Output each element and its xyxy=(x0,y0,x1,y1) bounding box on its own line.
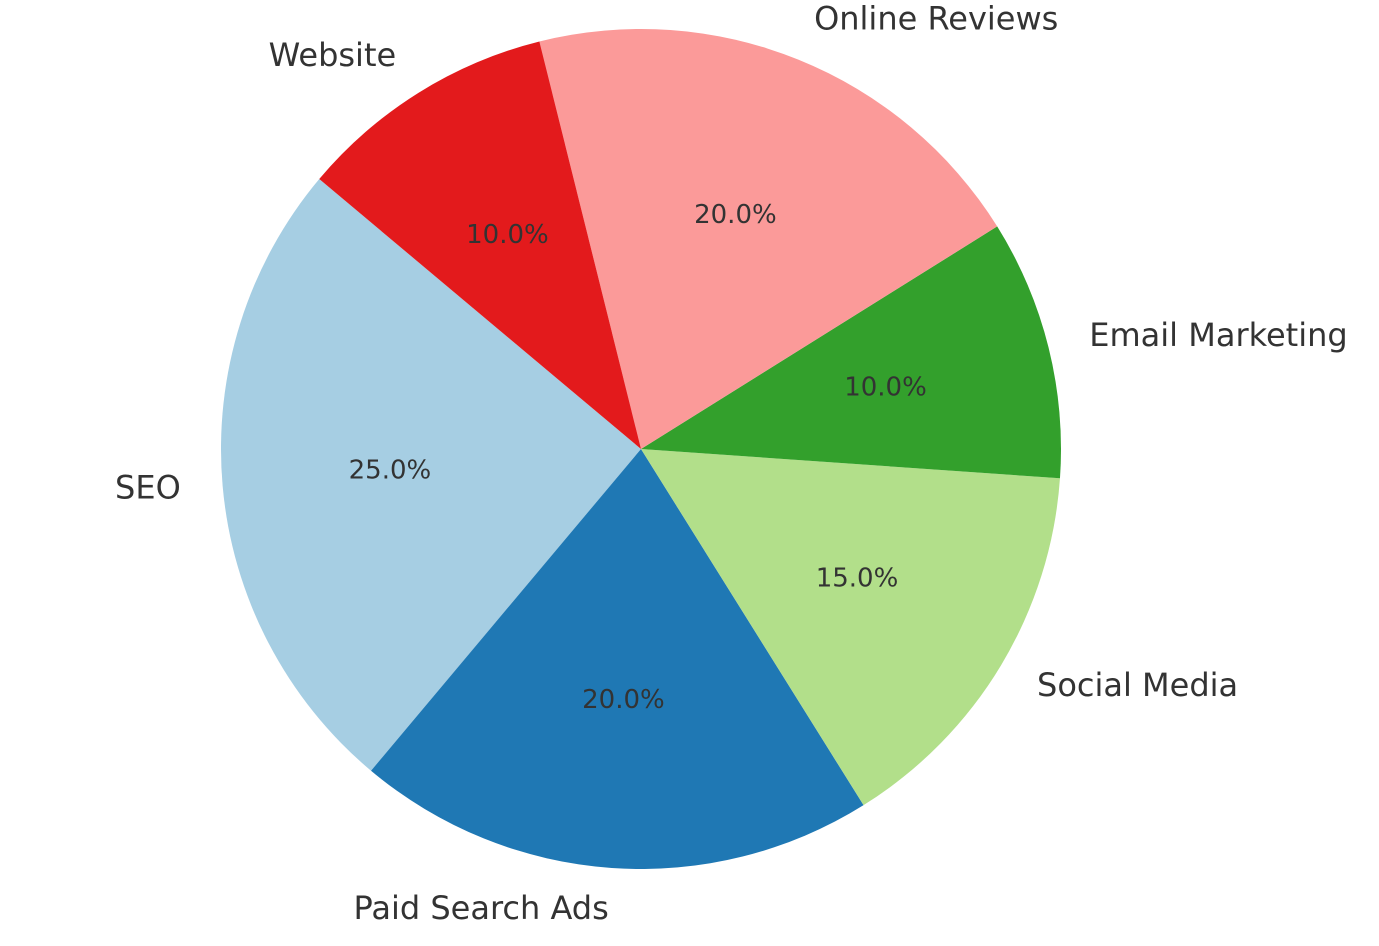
pie-slice xyxy=(220,179,641,771)
pie-slice xyxy=(641,449,1060,806)
value-label: 10.0% xyxy=(466,220,549,250)
pie-slice xyxy=(641,226,1061,479)
slice-label: Email Marketing xyxy=(1089,316,1347,354)
slice-label: Website xyxy=(269,36,397,74)
slice-label: Online Reviews xyxy=(814,0,1058,38)
pie-slice xyxy=(319,41,641,449)
value-label: 20.0% xyxy=(582,685,665,715)
value-label: 25.0% xyxy=(349,455,432,485)
slice-label: Social Media xyxy=(1037,666,1238,704)
pie-slice xyxy=(539,29,998,450)
value-label: 20.0% xyxy=(694,200,777,230)
slice-label: SEO xyxy=(115,468,181,506)
slice-label: Paid Search Ads xyxy=(354,889,609,927)
value-label: 10.0% xyxy=(844,373,927,403)
pie-slice xyxy=(371,449,864,869)
value-label: 15.0% xyxy=(816,563,899,593)
